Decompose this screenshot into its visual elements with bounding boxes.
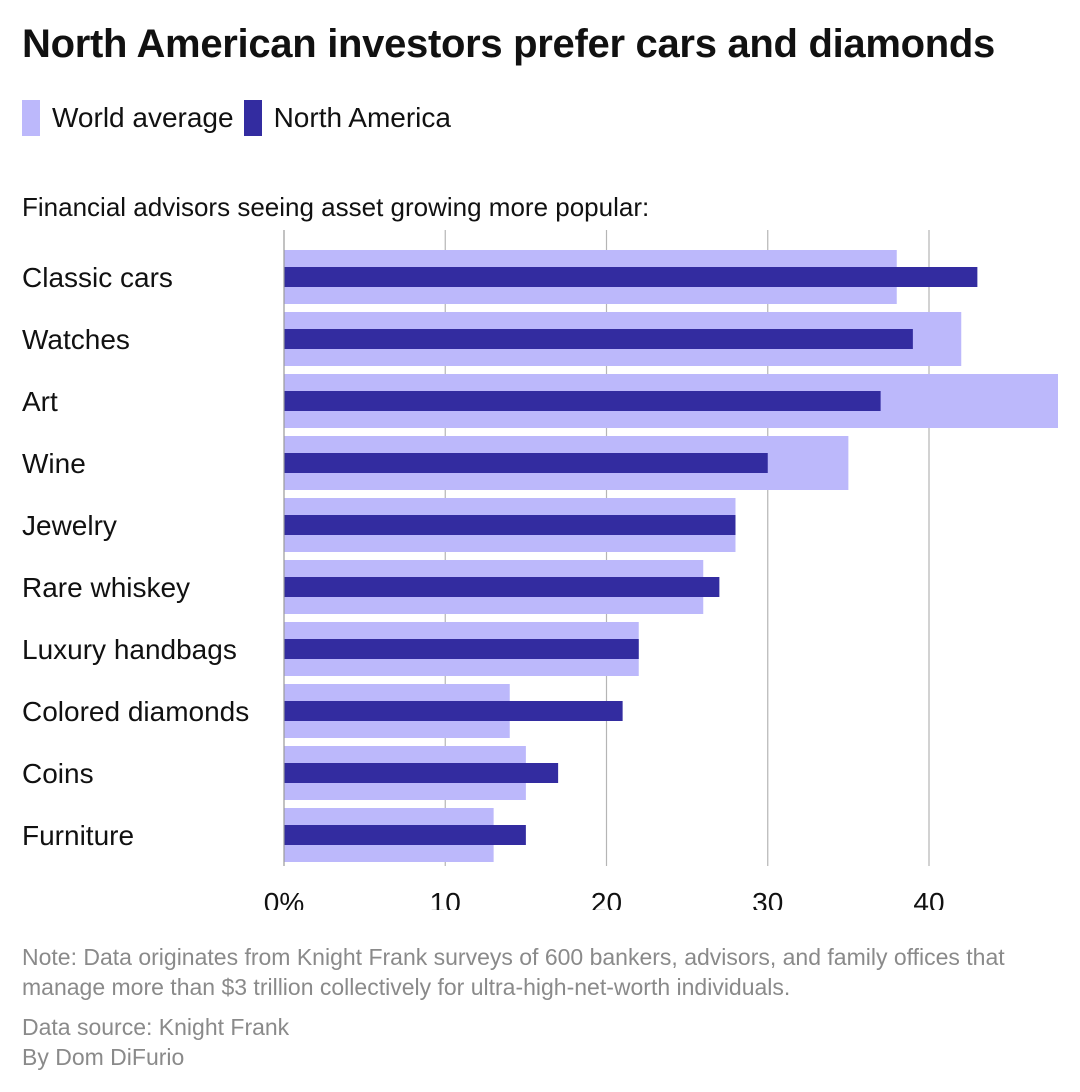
bar-north-america-luxury-handbags (284, 639, 639, 659)
category-label-luxury-handbags: Luxury handbags (22, 634, 237, 665)
legend-swatch-north-america (243, 100, 262, 136)
bar-north-america-watches (284, 329, 913, 349)
x-tick-label-40: 40 (913, 887, 944, 910)
legend-label-world-average: World average (52, 102, 234, 133)
x-tick-label-0: 0% (264, 887, 304, 910)
legend-swatch-world-average (22, 100, 40, 136)
legend-item-world-average: World average (22, 100, 234, 136)
category-label-rare-whiskey: Rare whiskey (22, 572, 190, 603)
bar-north-america-classic-cars (284, 267, 978, 287)
legend: World average North America (22, 100, 461, 136)
bar-north-america-jewelry (284, 515, 736, 535)
bar-north-america-wine (284, 453, 768, 473)
x-tick-label-30: 30 (752, 887, 783, 910)
category-label-colored-diamonds: Colored diamonds (22, 696, 249, 727)
bar-north-america-coins (284, 763, 559, 783)
bar-north-america-rare-whiskey (284, 577, 720, 597)
bar-north-america-art (284, 391, 881, 411)
byline: By Dom DiFurio (22, 1044, 185, 1070)
footnote: Note: Data originates from Knight Frank … (22, 944, 1005, 1000)
category-label-watches: Watches (22, 324, 130, 355)
category-label-classic-cars: Classic cars (22, 262, 173, 293)
bar-north-america-colored-diamonds (284, 701, 623, 721)
category-label-furniture: Furniture (22, 820, 134, 851)
source-block: Data source: Knight Frank By Dom DiFurio (22, 1012, 289, 1072)
bar-chart: Classic cars Watches Art Wine Jewelry Rare wh… (22, 230, 1058, 910)
x-tick-label-10: 10 (430, 887, 461, 910)
chart-subtitle: Financial advisors seeing asset growing … (22, 192, 650, 222)
category-label-art: Art (22, 386, 58, 417)
data-source: Data source: Knight Frank (22, 1014, 290, 1040)
legend-label-north-america: North America (273, 102, 451, 133)
category-label-wine: Wine (22, 448, 86, 479)
legend-item-north-america: North America (243, 100, 451, 136)
category-label-coins: Coins (22, 758, 94, 789)
bar-north-america-furniture (284, 825, 526, 845)
x-tick-label-20: 20 (591, 887, 622, 910)
category-label-jewelry: Jewelry (22, 510, 117, 541)
chart-title: North American investors prefer cars and… (22, 22, 995, 66)
